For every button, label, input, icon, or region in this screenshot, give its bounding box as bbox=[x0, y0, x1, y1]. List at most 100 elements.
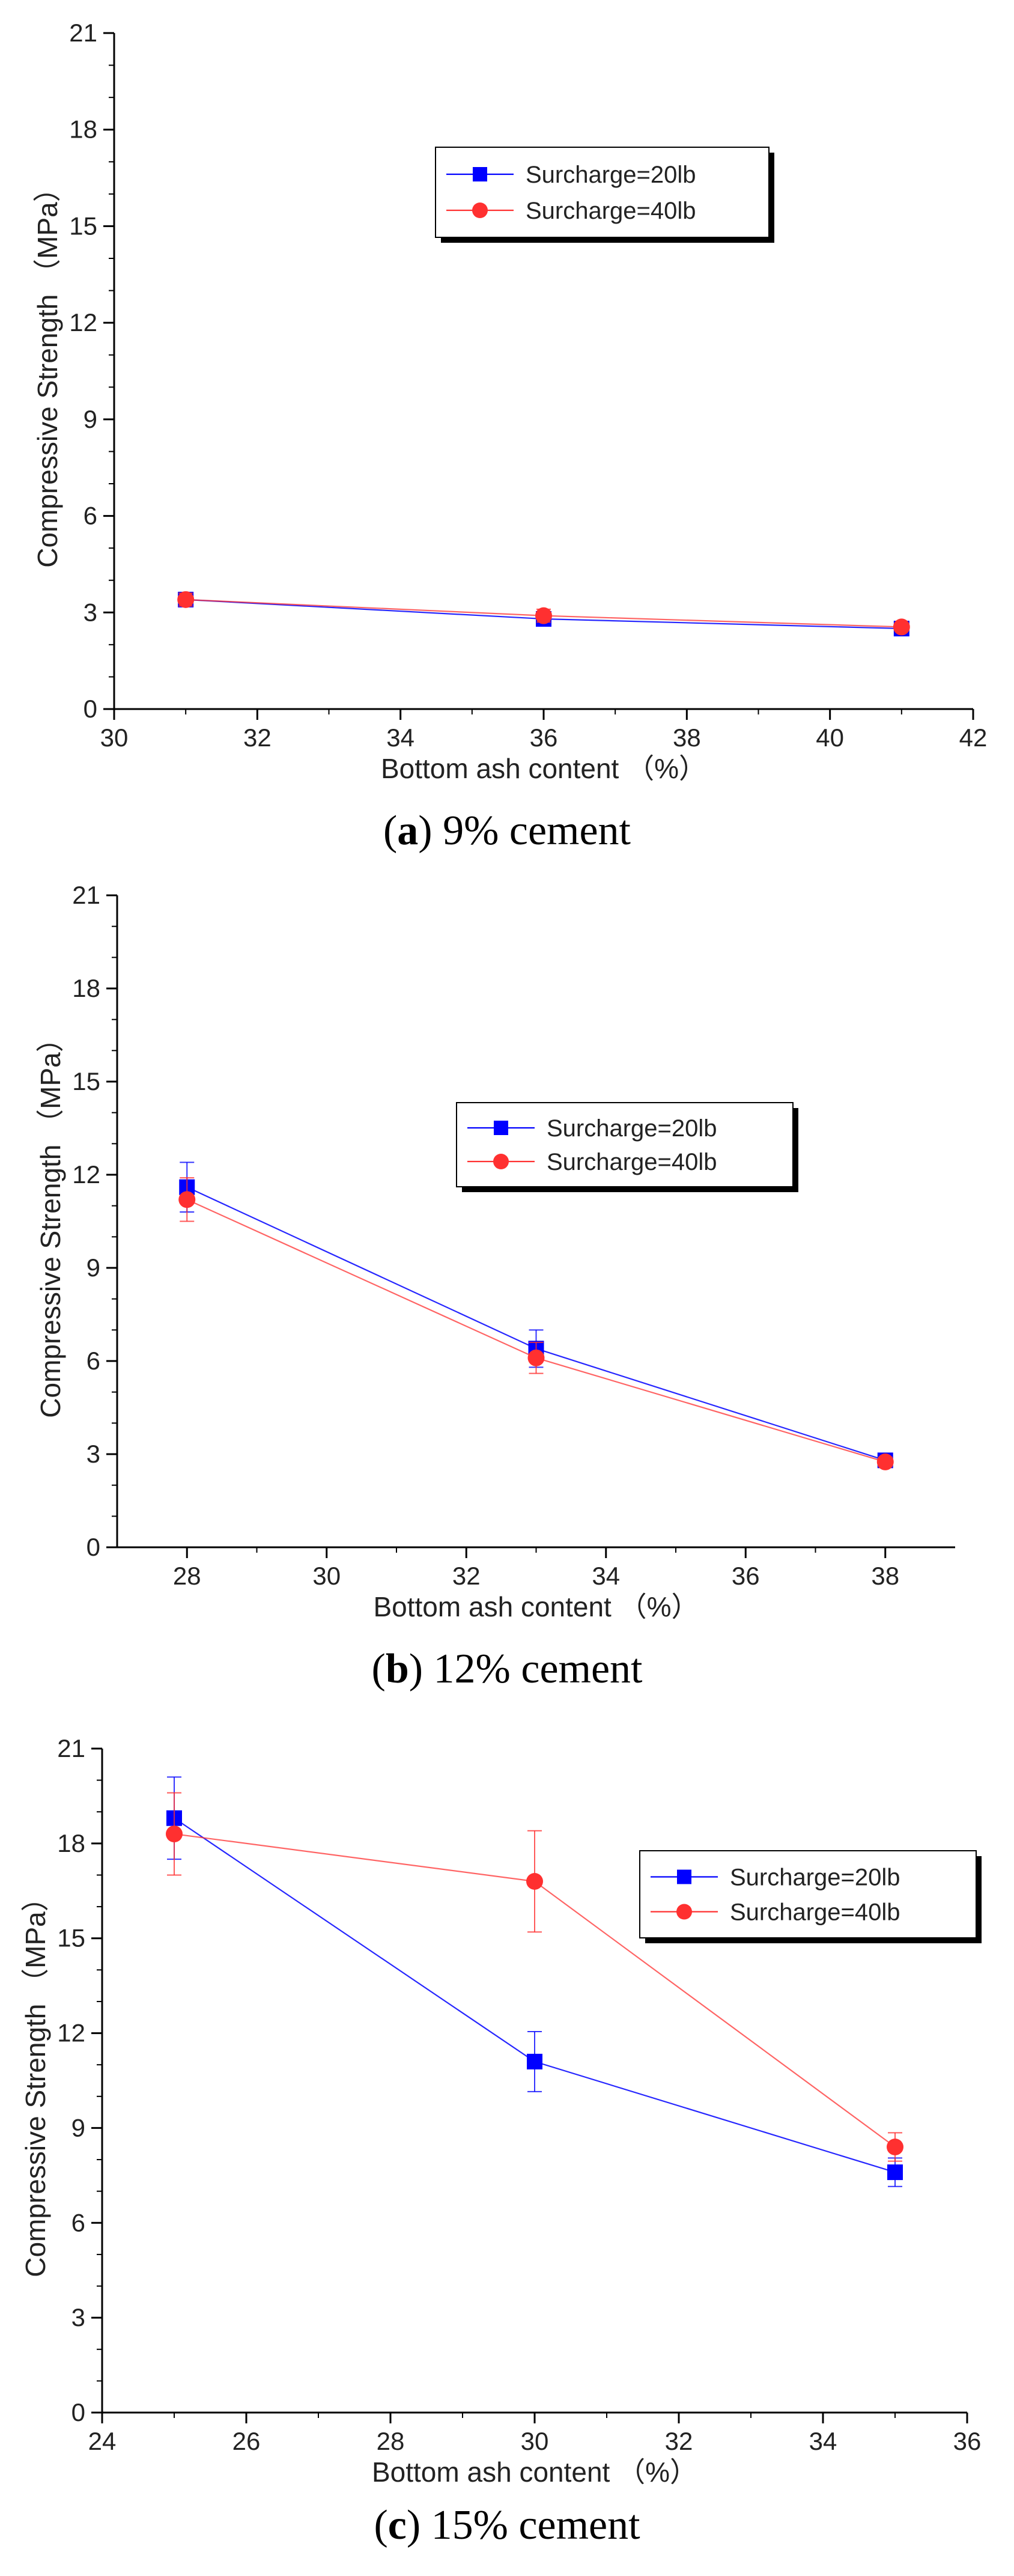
data-point-square bbox=[527, 2053, 542, 2069]
x-tick-label: 24 bbox=[88, 2427, 117, 2455]
x-tick-label: 28 bbox=[377, 2427, 405, 2455]
x-tick-label: 30 bbox=[521, 2427, 549, 2455]
x-tick-label: 34 bbox=[386, 723, 414, 752]
y-tick-label: 18 bbox=[69, 115, 97, 144]
x-tick-label: 34 bbox=[809, 2427, 837, 2455]
caption-text: ) 12% cement bbox=[409, 1646, 643, 1692]
x-tick-label: 42 bbox=[959, 723, 988, 752]
y-tick-label: 12 bbox=[72, 1160, 100, 1189]
y-tick-label: 15 bbox=[57, 1924, 85, 1952]
x-tick-label: 30 bbox=[312, 1562, 341, 1590]
y-tick-label: 6 bbox=[87, 1347, 100, 1375]
legend-marker-circle bbox=[472, 202, 488, 218]
x-tick-label: 28 bbox=[173, 1562, 201, 1590]
legend-marker-circle bbox=[676, 1904, 692, 1920]
y-tick-label: 9 bbox=[87, 1253, 100, 1282]
x-tick-label: 26 bbox=[232, 2427, 261, 2455]
caption-open-paren: ( bbox=[383, 808, 397, 854]
y-tick-label: 9 bbox=[83, 405, 97, 433]
x-axis-label: Bottom ash content （%） bbox=[381, 753, 706, 784]
y-tick-label: 12 bbox=[69, 308, 97, 336]
legend-label: Surcharge=40lb bbox=[730, 1899, 900, 1926]
y-tick-label: 15 bbox=[72, 1067, 100, 1095]
x-tick-label: 32 bbox=[243, 723, 272, 752]
series-surcharge-40lb bbox=[177, 591, 910, 636]
caption-letter: b bbox=[386, 1646, 409, 1692]
x-tick-label: 36 bbox=[732, 1562, 760, 1590]
data-point-circle bbox=[887, 2139, 903, 2155]
x-tick-label: 30 bbox=[100, 723, 129, 752]
x-tick-label: 32 bbox=[665, 2427, 693, 2455]
x-tick-label: 38 bbox=[673, 723, 701, 752]
data-point-square bbox=[887, 2164, 903, 2181]
y-axis-label: Compressive Strength （MPa） bbox=[20, 1884, 51, 2277]
caption-text: ) 15% cement bbox=[407, 2502, 640, 2548]
x-tick-label: 32 bbox=[452, 1562, 481, 1590]
x-tick-label: 34 bbox=[592, 1562, 620, 1590]
panel-caption: (b) 12% cement bbox=[372, 1646, 643, 1692]
series-surcharge-40lb bbox=[166, 1792, 903, 2162]
legend: Surcharge=20lb Surcharge=40lb bbox=[456, 1102, 798, 1192]
y-tick-label: 9 bbox=[71, 2113, 85, 2142]
series-line bbox=[186, 1186, 886, 1461]
y-tick-label: 18 bbox=[72, 974, 100, 1002]
y-tick-label: 21 bbox=[72, 881, 100, 909]
legend-label: Surcharge=20lb bbox=[730, 1865, 900, 1891]
y-tick-label: 3 bbox=[71, 2303, 85, 2331]
panel-caption: (a) 9% cement bbox=[383, 808, 631, 854]
x-tick-label: 40 bbox=[816, 723, 844, 752]
legend: Surcharge=20lb Surcharge=40lb bbox=[435, 147, 774, 243]
y-tick-label: 3 bbox=[87, 1440, 100, 1468]
y-tick-label: 21 bbox=[57, 1734, 85, 1762]
y-tick-label: 0 bbox=[83, 695, 97, 723]
legend-marker-square bbox=[473, 167, 487, 181]
legend-label: Surcharge=20lb bbox=[526, 162, 696, 188]
x-axis-label: Bottom ash content （%） bbox=[372, 2456, 697, 2488]
series-surcharge-20lb bbox=[179, 1162, 893, 1469]
legend-label: Surcharge=40lb bbox=[526, 198, 696, 224]
legend-marker-circle bbox=[493, 1154, 509, 1169]
y-tick-label: 0 bbox=[87, 1533, 100, 1561]
caption-letter: c bbox=[388, 2502, 407, 2548]
x-tick-label: 38 bbox=[871, 1562, 899, 1590]
y-tick-label: 6 bbox=[83, 502, 97, 530]
data-point-circle bbox=[178, 1191, 196, 1208]
y-tick-label: 3 bbox=[83, 598, 97, 626]
data-point-circle bbox=[527, 1349, 545, 1366]
y-axis-label: Compressive Strength （MPa） bbox=[35, 1025, 66, 1417]
panel-caption: (c) 15% cement bbox=[374, 2502, 640, 2548]
x-axis-label: Bottom ash content （%） bbox=[373, 1591, 699, 1622]
y-tick-label: 21 bbox=[69, 19, 97, 47]
legend: Surcharge=20lb Surcharge=40lb bbox=[639, 1850, 982, 1943]
series-surcharge-40lb bbox=[178, 1177, 894, 1470]
y-tick-label: 12 bbox=[57, 2019, 85, 2047]
data-point-circle bbox=[876, 1453, 894, 1470]
caption-text: ) 9% cement bbox=[418, 808, 631, 854]
caption-open-paren: ( bbox=[374, 2502, 387, 2548]
legend-marker-square bbox=[494, 1121, 508, 1135]
legend-label: Surcharge=20lb bbox=[547, 1115, 717, 1142]
data-point-circle bbox=[177, 591, 195, 608]
data-point-circle bbox=[535, 607, 552, 624]
legend-box bbox=[456, 1102, 794, 1187]
data-point-circle bbox=[166, 1825, 183, 1843]
y-tick-label: 18 bbox=[57, 1829, 85, 1857]
y-tick-label: 15 bbox=[69, 212, 97, 240]
legend-label: Surcharge=40lb bbox=[547, 1149, 717, 1175]
x-tick-label: 36 bbox=[953, 2427, 982, 2455]
caption-open-paren: ( bbox=[372, 1646, 386, 1692]
data-point-circle bbox=[893, 618, 910, 636]
legend-box bbox=[639, 1850, 977, 1938]
legend-marker-square bbox=[677, 1869, 691, 1884]
legend-box bbox=[435, 147, 770, 238]
y-axis-label: Compressive Strength （MPa） bbox=[32, 174, 63, 567]
data-point-circle bbox=[526, 1873, 543, 1890]
y-tick-label: 6 bbox=[71, 2208, 85, 2236]
caption-letter: a bbox=[397, 808, 418, 854]
y-tick-label: 0 bbox=[71, 2398, 85, 2426]
x-tick-label: 36 bbox=[530, 723, 558, 752]
